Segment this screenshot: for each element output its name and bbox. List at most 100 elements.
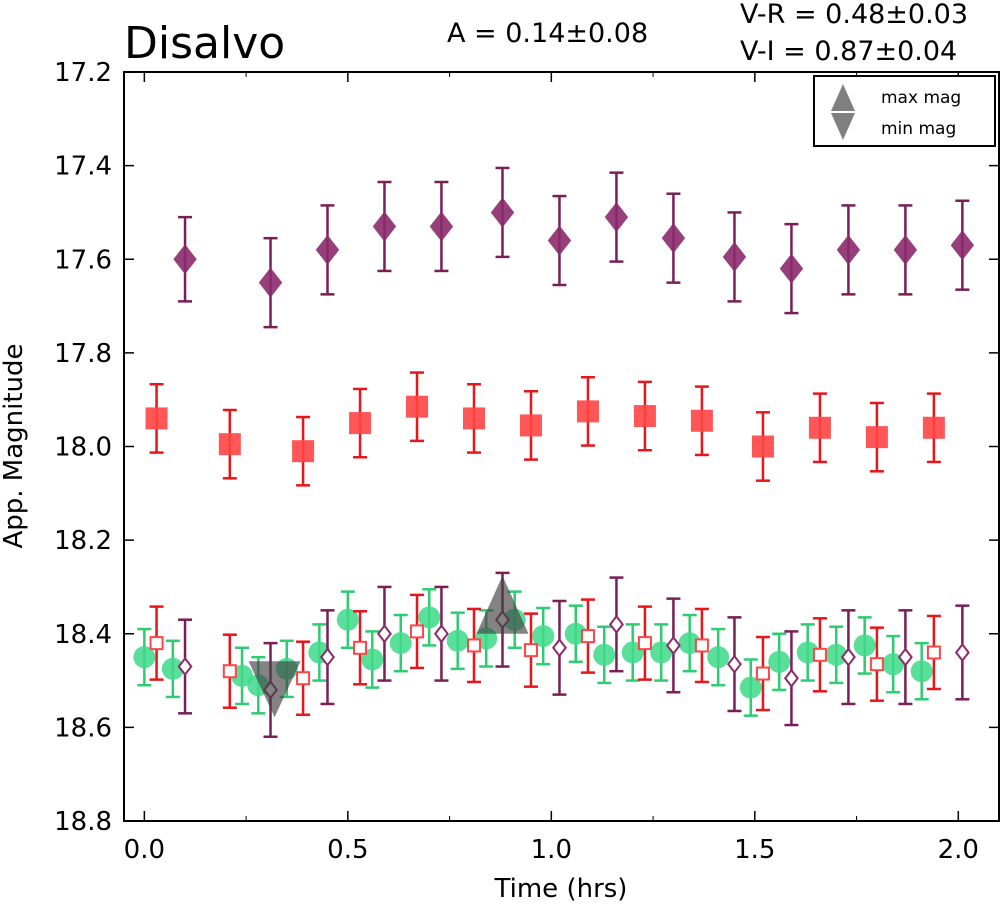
x-tick-label: 1.5: [734, 835, 775, 865]
data-point: [836, 234, 861, 265]
data-point: [433, 624, 449, 644]
legend-max-mag-marker: [831, 84, 855, 111]
data-point: [145, 407, 168, 430]
y-tick-label: 17.8: [54, 339, 112, 369]
legend: max mag min mag: [813, 75, 996, 147]
color-index-vi-label: V-I = 0.87±0.04: [740, 36, 957, 67]
data-point: [707, 646, 730, 669]
data-point: [808, 416, 831, 439]
data-point: [133, 646, 156, 669]
data-point: [739, 676, 762, 699]
data-point: [768, 650, 791, 673]
axes: 0.0 0.5 1.0 1.5 2.0 17.2 17.4 17.6 17.8 18.0 18.2 1…: [54, 58, 999, 865]
data-point: [633, 405, 656, 428]
data-point: [467, 638, 481, 653]
data-point: [853, 634, 876, 657]
legend-max-mag-label: max mag: [881, 88, 961, 108]
data-point: [173, 244, 197, 275]
data-point: [825, 643, 848, 666]
data-point: [218, 433, 241, 456]
data-point: [661, 223, 686, 254]
series-1: [145, 371, 945, 487]
data-point: [910, 660, 933, 683]
data-point: [490, 197, 515, 228]
data-point: [783, 668, 799, 688]
x-tick-label: 1.0: [531, 835, 572, 865]
data-point: [319, 647, 335, 667]
series-3: [149, 593, 941, 716]
data-point: [353, 640, 368, 655]
data-point: [893, 234, 918, 265]
data-point: [161, 657, 184, 680]
x-tick-label: 0.0: [124, 835, 165, 865]
data-point: [532, 625, 555, 648]
header: Disalvo A = 0.14±0.08 V-R = 0.48±0.03 V-…: [124, 0, 968, 69]
data-point: [593, 643, 616, 666]
data-point: [865, 426, 888, 449]
data-point: [812, 647, 827, 662]
data-point: [580, 629, 595, 644]
x-tick-label: 2.0: [938, 835, 979, 865]
y-tick-label: 18.4: [54, 620, 112, 650]
x-tick-label: 0.5: [327, 835, 368, 865]
y-tick-label: 17.2: [54, 58, 112, 88]
data-point: [523, 643, 538, 658]
data-point: [954, 642, 970, 663]
data-point: [315, 234, 340, 265]
color-index-vr-label: V-R = 0.48±0.03: [740, 0, 968, 30]
max-mag-marker: [476, 575, 529, 634]
data-point: [463, 407, 485, 430]
data-point: [222, 664, 237, 679]
data-point: [446, 629, 469, 652]
data-point: [869, 657, 884, 672]
data-point: [755, 666, 770, 681]
data-point: [336, 608, 359, 631]
legend-min-mag-marker: [831, 113, 855, 140]
data-point: [694, 638, 709, 653]
y-tick-label: 18.6: [54, 713, 112, 743]
data-point: [376, 624, 392, 644]
data-point: [650, 641, 673, 664]
data-point: [576, 400, 599, 423]
data-point: [149, 636, 164, 651]
data-point: [519, 414, 542, 437]
y-tick-label: 18.0: [54, 433, 112, 463]
data-point: [258, 267, 283, 298]
legend-min-mag-label: min mag: [881, 119, 956, 139]
x-axis-label: Time (hrs): [494, 874, 628, 904]
y-tick-label: 18.2: [54, 526, 112, 556]
data-point: [926, 645, 941, 660]
data-point: [897, 647, 913, 667]
data-point: [637, 636, 652, 651]
object-name-title: Disalvo: [124, 18, 285, 69]
series-0: [173, 166, 975, 329]
data-point: [296, 671, 311, 686]
data-point: [292, 440, 315, 463]
data-point: [665, 635, 681, 656]
data-point: [882, 653, 905, 676]
data-point: [751, 435, 774, 458]
data-point: [372, 211, 397, 242]
data-point: [950, 230, 975, 261]
data-point: [922, 416, 945, 439]
amplitude-label: A = 0.14±0.08: [447, 18, 648, 49]
data-point: [779, 253, 804, 284]
y-tick-label: 18.8: [54, 807, 112, 837]
data-point: [608, 614, 624, 635]
data-point: [410, 624, 425, 639]
data-point: [418, 606, 441, 629]
data-point: [604, 202, 629, 233]
data-point: [690, 409, 713, 432]
plot-data: [133, 166, 975, 738]
y-tick-label: 17.4: [54, 152, 112, 182]
min-mag-marker: [248, 661, 301, 718]
data-point: [547, 225, 572, 256]
data-point: [726, 654, 742, 674]
data-point: [722, 241, 747, 272]
data-point: [429, 211, 454, 242]
data-point: [406, 395, 429, 418]
data-point: [389, 632, 412, 655]
y-tick-label: 17.6: [54, 245, 112, 275]
data-point: [551, 638, 567, 658]
